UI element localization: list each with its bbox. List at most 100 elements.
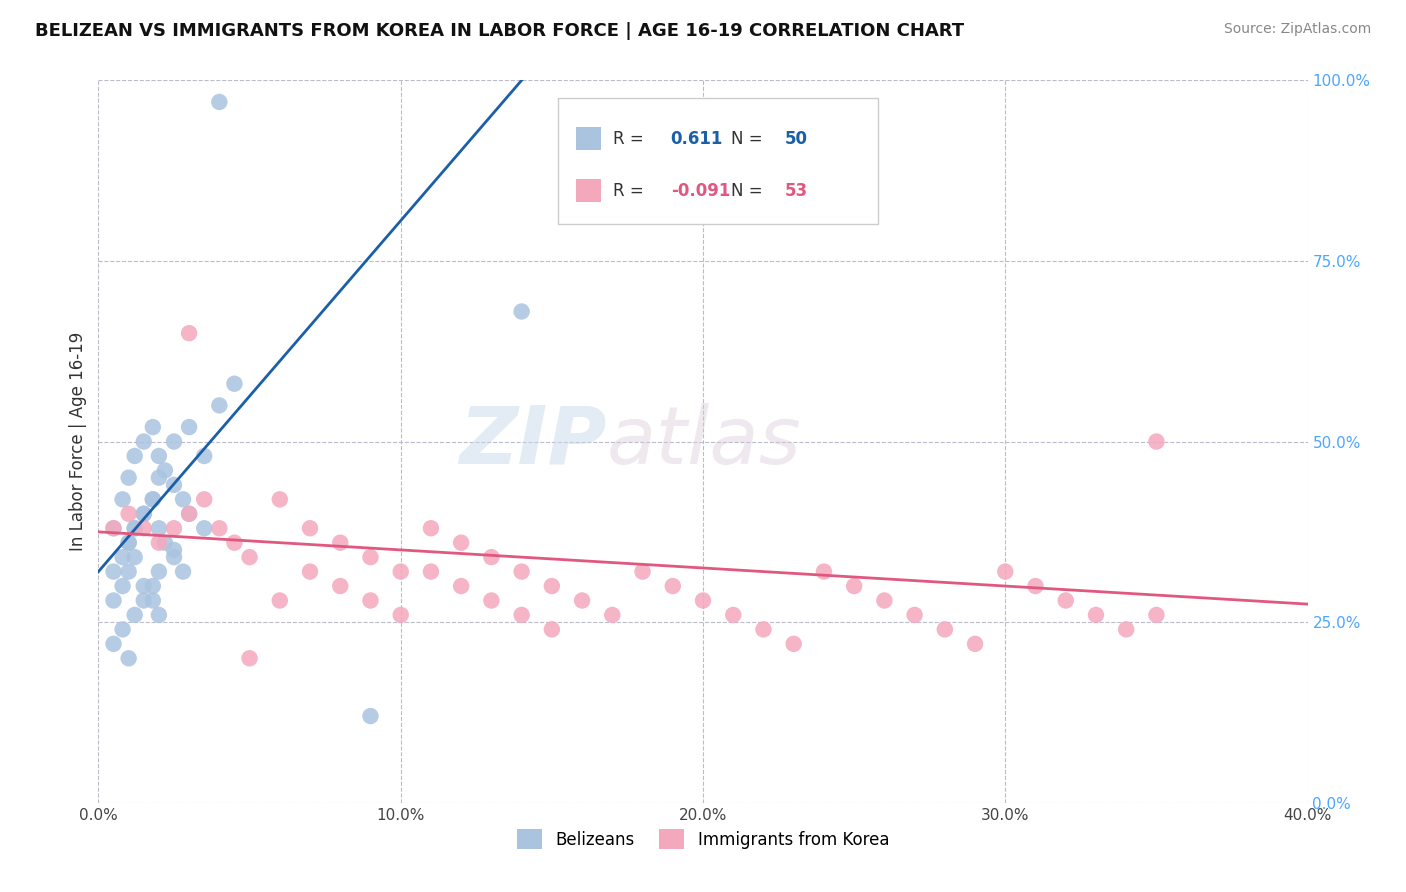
Point xyxy=(103,521,125,535)
Point xyxy=(208,95,231,109)
Text: 50: 50 xyxy=(785,130,807,148)
Point xyxy=(481,593,503,607)
Point xyxy=(124,607,146,622)
Point xyxy=(1144,434,1167,449)
Text: N =: N = xyxy=(731,130,763,148)
Point xyxy=(752,623,775,637)
Point xyxy=(179,326,201,340)
Text: R =: R = xyxy=(613,130,644,148)
Point xyxy=(540,579,562,593)
Text: N =: N = xyxy=(731,182,763,200)
Point xyxy=(124,521,146,535)
FancyBboxPatch shape xyxy=(576,179,600,202)
Point xyxy=(329,579,352,593)
Point xyxy=(329,535,352,549)
Point xyxy=(1115,623,1137,637)
Point xyxy=(148,565,170,579)
Point xyxy=(208,398,231,412)
Text: R =: R = xyxy=(613,182,644,200)
Point xyxy=(132,434,155,449)
Point xyxy=(148,535,170,549)
Point xyxy=(450,535,472,549)
Point xyxy=(118,565,141,579)
Point xyxy=(239,550,262,565)
Point xyxy=(420,521,443,535)
FancyBboxPatch shape xyxy=(558,98,879,224)
Point xyxy=(692,593,714,607)
Point xyxy=(723,607,745,622)
Point xyxy=(1144,607,1167,622)
Point xyxy=(163,434,186,449)
Point xyxy=(269,492,291,507)
Point xyxy=(124,449,146,463)
Point xyxy=(148,470,170,484)
Point xyxy=(540,623,562,637)
Point xyxy=(602,607,624,622)
Point xyxy=(172,565,194,579)
Point xyxy=(813,565,835,579)
Point xyxy=(142,492,165,507)
Point xyxy=(111,623,134,637)
Point xyxy=(239,651,262,665)
Point xyxy=(224,535,246,549)
Point xyxy=(142,492,165,507)
Point xyxy=(631,565,654,579)
Legend: Belizeans, Immigrants from Korea: Belizeans, Immigrants from Korea xyxy=(510,822,896,856)
FancyBboxPatch shape xyxy=(576,128,600,151)
Point xyxy=(510,304,533,318)
Point xyxy=(179,420,201,434)
Point xyxy=(224,376,246,391)
Point xyxy=(360,709,382,723)
Point xyxy=(103,565,125,579)
Point xyxy=(510,607,533,622)
Point xyxy=(179,507,201,521)
Point xyxy=(111,492,134,507)
Point xyxy=(994,565,1017,579)
Text: 53: 53 xyxy=(785,182,807,200)
Point xyxy=(299,521,322,535)
Point xyxy=(193,449,215,463)
Point xyxy=(179,507,201,521)
Point xyxy=(163,542,186,557)
Point xyxy=(844,579,866,593)
Text: 0.611: 0.611 xyxy=(671,130,723,148)
Point xyxy=(142,593,165,607)
Point xyxy=(360,550,382,565)
Point xyxy=(420,565,443,579)
Point xyxy=(389,565,412,579)
Point xyxy=(934,623,956,637)
Point xyxy=(299,565,322,579)
Point xyxy=(904,607,927,622)
Text: Source: ZipAtlas.com: Source: ZipAtlas.com xyxy=(1223,22,1371,37)
Text: ZIP: ZIP xyxy=(458,402,606,481)
Point xyxy=(360,593,382,607)
Point xyxy=(111,579,134,593)
Point xyxy=(510,565,533,579)
Point xyxy=(124,550,146,565)
Point xyxy=(450,579,472,593)
Point xyxy=(132,579,155,593)
Point xyxy=(124,521,146,535)
Point xyxy=(142,420,165,434)
Point xyxy=(163,550,186,565)
Point xyxy=(163,478,186,492)
Text: atlas: atlas xyxy=(606,402,801,481)
Point xyxy=(481,550,503,565)
Point xyxy=(661,579,683,593)
Point xyxy=(103,637,125,651)
Point xyxy=(1085,607,1108,622)
Y-axis label: In Labor Force | Age 16-19: In Labor Force | Age 16-19 xyxy=(69,332,87,551)
Point xyxy=(163,521,186,535)
Point xyxy=(118,507,141,521)
Point xyxy=(172,492,194,507)
Point xyxy=(148,449,170,463)
Point xyxy=(389,607,412,622)
Text: BELIZEAN VS IMMIGRANTS FROM KOREA IN LABOR FORCE | AGE 16-19 CORRELATION CHART: BELIZEAN VS IMMIGRANTS FROM KOREA IN LAB… xyxy=(35,22,965,40)
Point xyxy=(153,535,176,549)
Point xyxy=(118,535,141,549)
Point xyxy=(118,535,141,549)
Point xyxy=(208,521,231,535)
Point xyxy=(269,593,291,607)
Point xyxy=(118,470,141,484)
Point xyxy=(103,593,125,607)
